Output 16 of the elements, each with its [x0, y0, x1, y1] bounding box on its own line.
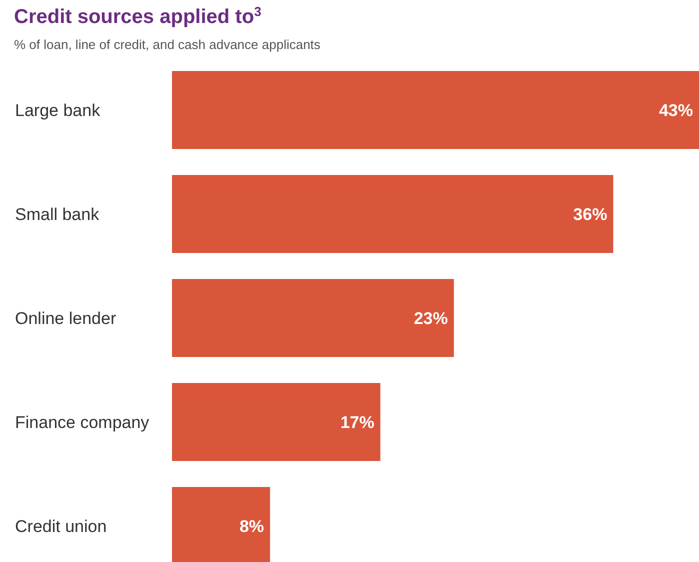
chart-subtitle: % of loan, line of credit, and cash advance applicants	[14, 37, 321, 52]
bar	[172, 383, 380, 461]
y-tick-label: Finance company	[15, 413, 150, 432]
data-label: 23%	[414, 309, 448, 328]
bar	[172, 279, 454, 357]
bar	[172, 71, 699, 149]
y-tick-label: Online lender	[15, 309, 116, 328]
data-label: 43%	[658, 101, 693, 120]
y-tick-label: Small bank	[15, 205, 100, 224]
bar	[172, 175, 614, 253]
data-label: 36%	[573, 205, 608, 224]
y-tick-label: Large bank	[15, 101, 101, 120]
chart-title: Credit sources applied to$^{3}$	[14, 4, 262, 28]
y-tick-label: Credit union	[15, 517, 107, 536]
data-label: 8%	[239, 517, 264, 536]
data-label: 17%	[340, 413, 374, 432]
